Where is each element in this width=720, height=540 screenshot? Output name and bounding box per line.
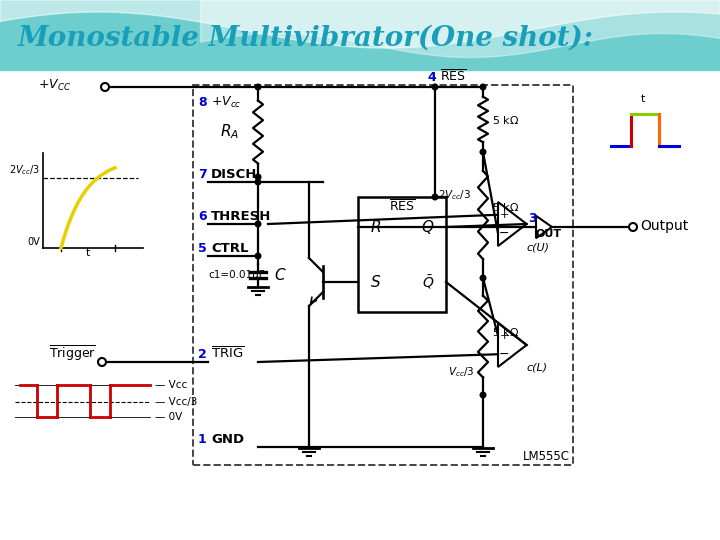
Circle shape <box>432 84 438 90</box>
Text: Output: Output <box>640 219 688 233</box>
Text: t: t <box>86 248 90 258</box>
Circle shape <box>629 223 637 231</box>
Text: −: − <box>499 348 509 361</box>
Text: Monostable Multivibrator(One shot):: Monostable Multivibrator(One shot): <box>18 24 594 51</box>
Text: OUT: OUT <box>535 229 561 239</box>
Text: — Vcc: — Vcc <box>155 380 187 390</box>
Text: $\bar{Q}$: $\bar{Q}$ <box>422 273 434 291</box>
Text: $R$: $R$ <box>370 219 382 235</box>
Text: $V_{cc}$/3: $V_{cc}$/3 <box>448 365 474 379</box>
Text: THRESH: THRESH <box>211 210 271 223</box>
Text: 7: 7 <box>198 168 207 181</box>
Text: 2$V_{cc}$/3: 2$V_{cc}$/3 <box>438 188 471 202</box>
Text: c(L): c(L) <box>526 363 547 373</box>
Text: — Vcc/3: — Vcc/3 <box>155 397 197 407</box>
Text: 1: 1 <box>198 433 207 446</box>
Text: 3: 3 <box>528 212 536 225</box>
Text: $\overline{\rm TRIG}$: $\overline{\rm TRIG}$ <box>211 346 245 361</box>
Text: LM555C: LM555C <box>523 450 570 463</box>
Circle shape <box>98 358 106 366</box>
Text: +: + <box>499 210 509 220</box>
Text: GND: GND <box>211 433 244 446</box>
Circle shape <box>480 149 486 155</box>
Bar <box>358 197 446 312</box>
Text: $\overline{\rm Trigger}$: $\overline{\rm Trigger}$ <box>49 343 96 363</box>
Circle shape <box>255 179 261 185</box>
Text: 5: 5 <box>198 242 207 255</box>
Text: $\overline{\rm RES}$: $\overline{\rm RES}$ <box>440 69 467 84</box>
Bar <box>193 85 573 465</box>
Circle shape <box>480 84 486 90</box>
Text: c1=0.01uF: c1=0.01uF <box>208 270 265 280</box>
Bar <box>0 0 720 70</box>
Text: CTRL: CTRL <box>211 242 248 255</box>
Text: $C$: $C$ <box>274 267 287 283</box>
Text: $\overline{\rm RES}$: $\overline{\rm RES}$ <box>389 199 415 215</box>
Circle shape <box>432 194 438 200</box>
Circle shape <box>480 392 486 398</box>
Text: 4: 4 <box>427 71 436 84</box>
Text: $R_A$: $R_A$ <box>220 123 240 141</box>
Circle shape <box>255 253 261 259</box>
Text: 5 k$\Omega$: 5 k$\Omega$ <box>492 201 519 213</box>
Text: 8: 8 <box>198 96 207 109</box>
Bar <box>0 60 720 540</box>
Text: 2$V_{cc}$/3: 2$V_{cc}$/3 <box>9 163 40 177</box>
Text: 2: 2 <box>198 348 207 361</box>
Circle shape <box>255 174 261 180</box>
Text: 0V: 0V <box>27 237 40 247</box>
Text: 5 k$\Omega$: 5 k$\Omega$ <box>492 113 519 125</box>
Text: $S$: $S$ <box>370 274 382 290</box>
Text: $+V_{cc}$: $+V_{cc}$ <box>211 95 241 110</box>
Text: DISCH: DISCH <box>211 168 257 181</box>
Text: $+V_{CC}$: $+V_{CC}$ <box>38 77 71 92</box>
Text: 6: 6 <box>198 210 207 223</box>
Circle shape <box>480 275 486 281</box>
Text: c(U): c(U) <box>526 242 549 252</box>
Text: t: t <box>641 94 645 104</box>
Text: +: + <box>499 331 509 341</box>
Text: −: − <box>499 227 509 240</box>
Circle shape <box>255 84 261 90</box>
Text: — 0V: — 0V <box>155 412 182 422</box>
Circle shape <box>255 221 261 227</box>
Circle shape <box>101 83 109 91</box>
Text: $Q$: $Q$ <box>421 218 435 236</box>
Text: 5 k$\Omega$: 5 k$\Omega$ <box>492 326 519 338</box>
